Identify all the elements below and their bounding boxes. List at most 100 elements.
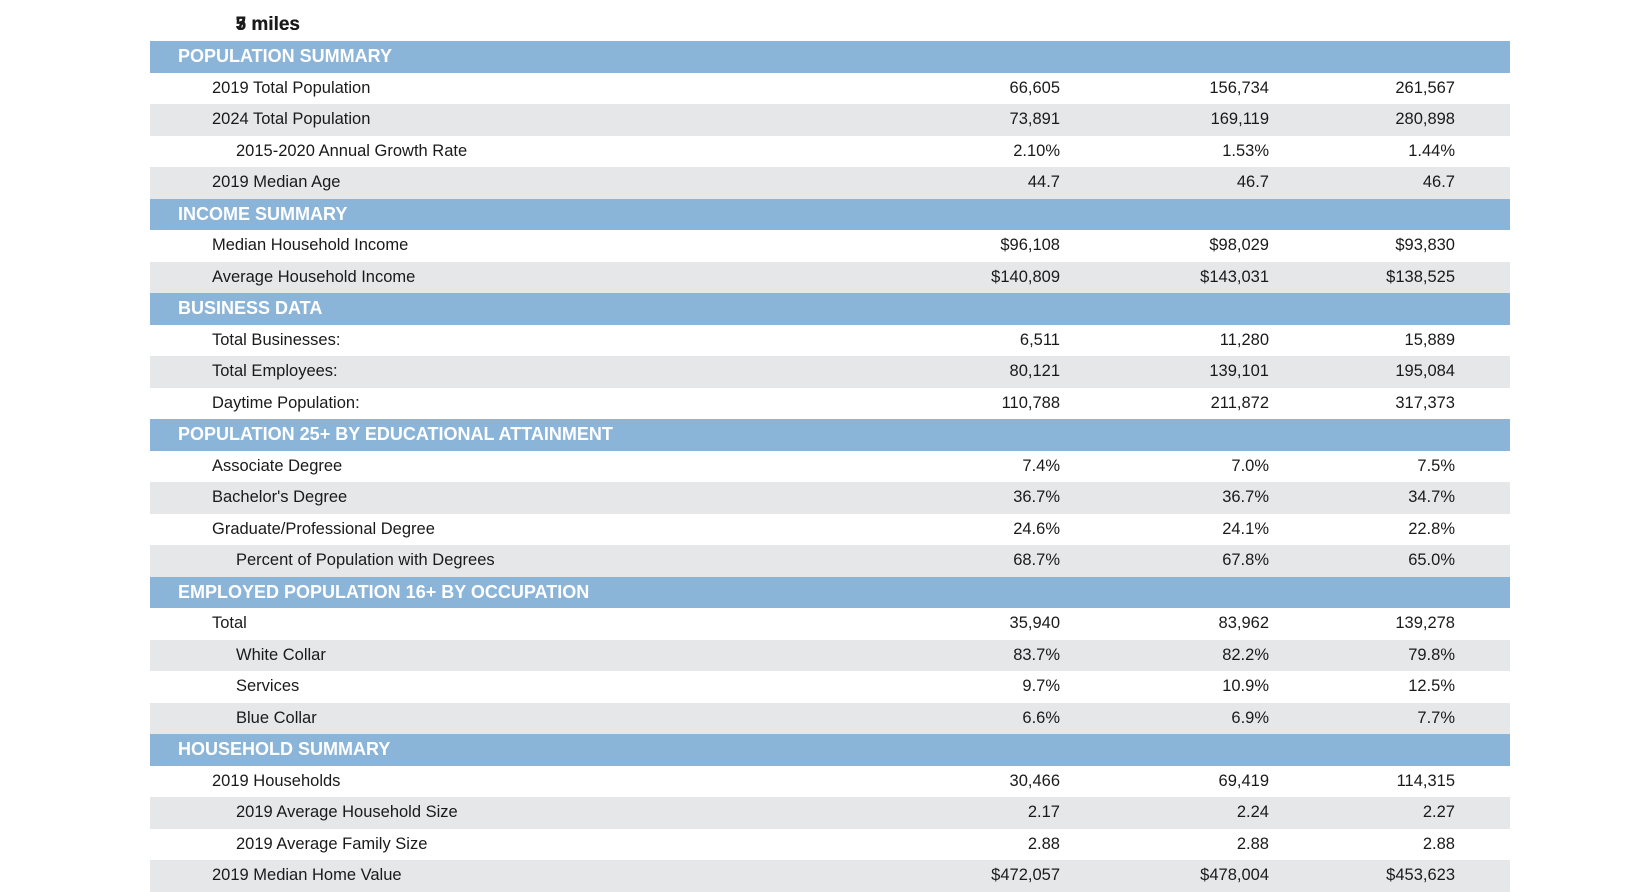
section-header-row: EMPLOYED POPULATION 16+ BY OCCUPATION [150,576,1510,608]
section-title: EMPLOYED POPULATION 16+ BY OCCUPATION [178,581,590,602]
cell-7-miles: 2.27 [1422,803,1455,821]
cell-7-miles: 280,898 [1395,110,1455,128]
table-row: Total 35,940 83,962 139,278 [150,608,1510,640]
cell-7-miles: $93,830 [1395,236,1455,254]
section-title: BUSINESS DATA [178,298,323,318]
table-row: White Collar 83.7% 82.2% 79.8% [150,639,1510,671]
section-header-row: INCOME SUMMARY [150,198,1510,230]
table-row: Total Employees: 80,121 139,101 195,084 [150,356,1510,388]
cell-3-miles: 6.6% [1022,708,1060,727]
column-header-5-miles: 5 miles [235,14,300,35]
table-row: Graduate/Professional Degree 24.6% 24.1% 22… [150,514,1510,546]
table-row: 2019 Median Age 44.7 46.7 46.7 [150,167,1510,199]
cell-3-miles: 83.7% [1013,645,1060,664]
row-label: Total [212,614,247,632]
cell-5-miles: $143,031 [1200,267,1269,286]
cell-7-miles: 65.0% [1408,551,1455,569]
section-title: POPULATION SUMMARY [178,46,392,66]
table-row: Percent of Population with Degrees 68.7% 6… [150,545,1510,577]
cell-5-miles: 139,101 [1209,362,1269,380]
cell-7-miles: 114,315 [1396,771,1455,790]
cell-3-miles: 36.7% [1013,488,1060,506]
row-label: 2019 Median Age [212,173,341,191]
cell-7-miles: 22.8% [1408,519,1455,538]
cell-7-miles: 2.88 [1422,834,1455,853]
cell-7-miles: 7.7% [1417,708,1455,727]
cell-5-miles: 67.8% [1222,551,1269,569]
section-header-row: POPULATION 25+ BY EDUCATIONAL ATTAINMENT [150,419,1510,451]
table-row: Total Businesses: 6,511 11,280 15,889 [150,325,1510,357]
cell-3-miles: 44.7 [1027,173,1060,191]
cell-7-miles: 317,373 [1395,393,1455,412]
table-row: 2015-2020 Annual Growth Rate 2.10% 1.53% 1.… [150,136,1510,168]
table-row: Average Household Income $140,809 $143,031… [150,261,1510,293]
row-label: 2019 Average Family Size [236,834,428,853]
section-title: INCOME SUMMARY [178,203,348,224]
row-label: Total Employees: [212,362,338,380]
row-label: Bachelor's Degree [212,488,348,506]
cell-5-miles: $478,004 [1200,866,1269,884]
cell-7-miles: 12.5% [1408,677,1455,695]
column-header-7-miles: 7 miles [235,14,300,35]
row-label: White Collar [236,645,326,664]
cell-5-miles: 24.1% [1222,519,1269,538]
table-row: 2019 Households 30,466 69,419 114,315 [150,766,1510,798]
cell-7-miles: 15,889 [1404,330,1455,349]
row-label: 2019 Households [212,771,341,790]
row-label: Associate Degree [212,456,343,475]
cell-7-miles: 1.44% [1408,141,1455,160]
row-label: Total Businesses: [212,330,341,349]
cell-5-miles: 83,962 [1218,614,1269,632]
row-label: Average Household Income [212,267,416,286]
cell-3-miles: 2.17 [1027,803,1060,821]
table-row: 2024 Total Population 73,891 169,119 280,89… [150,104,1510,136]
row-label: Blue Collar [236,708,317,727]
cell-5-miles: 2.24 [1236,803,1269,821]
row-label: Median Household Income [212,236,409,254]
cell-5-miles: 10.9% [1222,677,1269,695]
cell-7-miles: $453,623 [1386,866,1455,884]
cell-3-miles: $472,057 [991,866,1060,884]
cell-5-miles: 82.2% [1222,645,1269,664]
cell-3-miles: 24.6% [1013,519,1060,538]
cell-3-miles: 30,466 [1009,771,1060,790]
section-header-row: POPULATION SUMMARY [150,41,1510,73]
cell-3-miles: 2.10% [1013,141,1060,160]
cell-5-miles: 2.88 [1236,834,1269,853]
demographics-table: 3 miles 5 miles 7 miles POPULATION SUMMA… [150,10,1510,892]
cell-7-miles: 46.7 [1422,173,1455,191]
cell-7-miles: 7.5% [1417,456,1455,475]
cell-5-miles: 211,872 [1210,393,1269,412]
table-row: 2019 Average Household Size 2.17 2.24 2.27 [150,797,1510,829]
cell-3-miles: 2.88 [1027,834,1060,853]
cell-3-miles: $140,809 [991,267,1060,286]
cell-3-miles: 73,891 [1009,110,1060,128]
cell-5-miles: 11,280 [1219,330,1269,349]
table-row: Daytime Population: 110,788 211,872 317,373 [150,388,1510,420]
table-body: POPULATION SUMMARY 2019 Total Population 6… [150,41,1510,892]
row-label: 2019 Average Household Size [236,803,458,821]
table-row: Blue Collar 6.6% 6.9% 7.7% [150,702,1510,734]
cell-7-miles: 79.8% [1408,645,1455,664]
table-row: Associate Degree 7.4% 7.0% 7.5% [150,451,1510,483]
cell-3-miles: 6,511 [1019,330,1060,349]
column-header-row: 3 miles 5 miles 7 miles [150,10,1510,41]
row-label: 2015-2020 Annual Growth Rate [236,141,468,160]
section-header-row: BUSINESS DATA [150,293,1510,325]
row-label: Services [236,677,300,695]
cell-3-miles: 7.4% [1022,456,1060,475]
table-row: Bachelor's Degree 36.7% 36.7% 34.7% [150,482,1510,514]
row-label: 2019 Median Home Value [212,866,402,884]
section-header-row: HOUSEHOLD SUMMARY [150,734,1510,766]
cell-3-miles: 35,940 [1009,614,1060,632]
cell-7-miles: 34.7% [1408,488,1455,506]
row-label: Percent of Population with Degrees [236,551,495,569]
cell-3-miles: 80,121 [1009,362,1060,380]
table-row: Median Household Income $96,108 $98,029 $93… [150,230,1510,262]
section-title: POPULATION 25+ BY EDUCATIONAL ATTAINMENT [178,424,613,444]
table-row: Services 9.7% 10.9% 12.5% [150,671,1510,703]
cell-5-miles: 7.0% [1231,456,1269,475]
table-row: 2019 Average Family Size 2.88 2.88 2.88 [150,829,1510,861]
section-title: HOUSEHOLD SUMMARY [178,739,391,759]
row-label: 2019 Total Population [212,78,371,97]
